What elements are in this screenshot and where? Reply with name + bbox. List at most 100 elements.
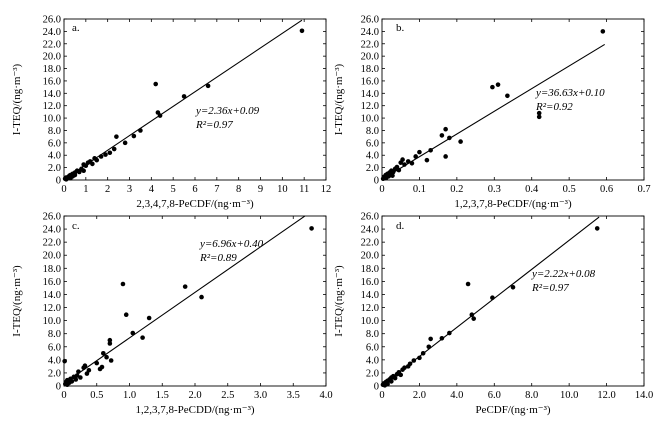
x-tick-label: 0: [61, 390, 66, 401]
y-tick-label: 20.0: [43, 52, 61, 63]
data-point: [402, 162, 407, 167]
y-tick-label: 4.0: [48, 355, 61, 366]
data-point: [413, 154, 418, 159]
data-point: [146, 315, 152, 321]
y-tick-label: 6.0: [366, 342, 379, 353]
plot-frame: [63, 215, 327, 387]
x-tick-label: 6.0: [488, 390, 501, 401]
data-point: [73, 377, 79, 382]
data-point: [199, 294, 204, 300]
y-tick-label: 22.0: [43, 39, 61, 50]
y-tick-label: 6.0: [48, 342, 61, 353]
y-tick-label: 16.0: [361, 76, 379, 87]
y-tick-label: 14.0: [43, 290, 61, 301]
x-axis-label: PeCDF/(ng·m⁻³): [475, 404, 550, 416]
data-point: [420, 351, 426, 356]
y-tick-label: 20.0: [361, 251, 379, 262]
x-tick-label: 2.0: [413, 390, 426, 401]
x-tick-label: 0.2: [450, 184, 463, 195]
y-tick-label: 18.0: [361, 264, 379, 275]
data-point: [400, 157, 405, 162]
data-point: [157, 113, 163, 118]
x-tick-label: 0.4: [525, 184, 539, 195]
y-tick-label: 16.0: [43, 76, 61, 87]
x-tick-label: 8: [236, 184, 241, 195]
y-tick-label: 24.0: [43, 225, 61, 236]
y-tick-label: 12.0: [361, 101, 379, 112]
data-point: [114, 134, 119, 139]
data-point: [490, 295, 495, 301]
y-tick-label: 8.0: [366, 329, 379, 340]
data-point: [458, 139, 463, 144]
y-tick-label: 12.0: [43, 303, 61, 314]
y-tick-label: 10.0: [361, 114, 379, 125]
chart-panel-2: 02.04.06.08.010.012.014.016.018.020.022.…: [333, 15, 651, 211]
y-tick-label: 0: [374, 176, 379, 187]
chart-panel-3: 02.04.06.08.010.012.014.016.018.020.022.…: [11, 212, 333, 417]
data-point: [107, 150, 113, 156]
y-tick-label: 20.0: [43, 251, 61, 262]
r-squared: R²=0.89: [199, 252, 237, 264]
data-point: [123, 312, 129, 318]
data-point: [107, 341, 113, 346]
data-point: [389, 379, 394, 384]
x-tick-label: 7: [214, 184, 219, 195]
data-point: [390, 173, 395, 178]
data-point: [99, 364, 105, 370]
x-tick-label: 0: [379, 390, 384, 401]
y-tick-label: 6.0: [366, 138, 379, 149]
data-point: [94, 360, 100, 366]
y-tick-label: 26.0: [361, 15, 379, 26]
data-point: [138, 128, 143, 133]
data-point: [447, 135, 452, 141]
x-axis-label: 1,2,3,7,8-PeCDD/(ng·m⁻³): [135, 404, 254, 416]
data-point: [439, 335, 445, 341]
chart-panel-4: 02.04.06.08.010.012.014.016.018.020.022.…: [333, 212, 653, 417]
regression-equation: y=2.22x+0.08: [531, 268, 596, 280]
data-point: [205, 83, 211, 89]
y-tick-label: 8.0: [366, 126, 379, 137]
data-point: [69, 379, 75, 384]
regression-equation: y=6.96x+0.40: [199, 238, 264, 250]
x-tick-label: 1.0: [123, 390, 136, 401]
y-tick-label: 18.0: [361, 64, 379, 75]
y-axis-label: I-TEQ/(ng·m⁻³): [11, 63, 23, 135]
y-tick-label: 16.0: [361, 277, 379, 288]
y-tick-label: 8.0: [48, 329, 61, 340]
y-tick-label: 12.0: [361, 303, 379, 314]
data-point: [309, 226, 314, 231]
x-tick-label: 12: [321, 184, 332, 195]
x-axis-label: 2,3,4,7,8-PeCDF/(ng·m⁻³): [136, 198, 254, 210]
y-tick-label: 26.0: [361, 212, 379, 223]
data-point: [72, 172, 78, 178]
x-tick-label: 6: [192, 184, 197, 195]
data-point: [426, 344, 432, 350]
y-tick-label: 2.0: [48, 163, 61, 174]
y-tick-label: 2.0: [48, 368, 61, 379]
y-axis-label: I-TEQ/(ng·m⁻³): [333, 63, 345, 135]
data-point: [131, 133, 137, 139]
regression-line: [63, 19, 303, 180]
data-point: [130, 330, 136, 336]
regression-line: [381, 43, 605, 180]
x-tick-label: 0.6: [600, 184, 613, 195]
data-point: [505, 93, 510, 99]
data-point: [101, 351, 106, 356]
data-point: [81, 168, 86, 174]
data-point: [447, 330, 452, 336]
y-tick-label: 26.0: [43, 15, 61, 26]
x-tick-label: 12.0: [597, 390, 615, 401]
y-tick-label: 2.0: [366, 368, 379, 379]
x-tick-label: 1: [83, 184, 88, 195]
x-tick-label: 11: [299, 184, 309, 195]
data-point: [182, 284, 188, 289]
data-point: [417, 355, 422, 361]
x-tick-label: 3.5: [287, 390, 300, 401]
y-tick-label: 24.0: [361, 27, 379, 38]
regression-line: [63, 215, 306, 384]
data-point: [94, 157, 100, 163]
x-tick-label: 10.0: [560, 390, 578, 401]
x-tick-label: 3.0: [254, 390, 267, 401]
